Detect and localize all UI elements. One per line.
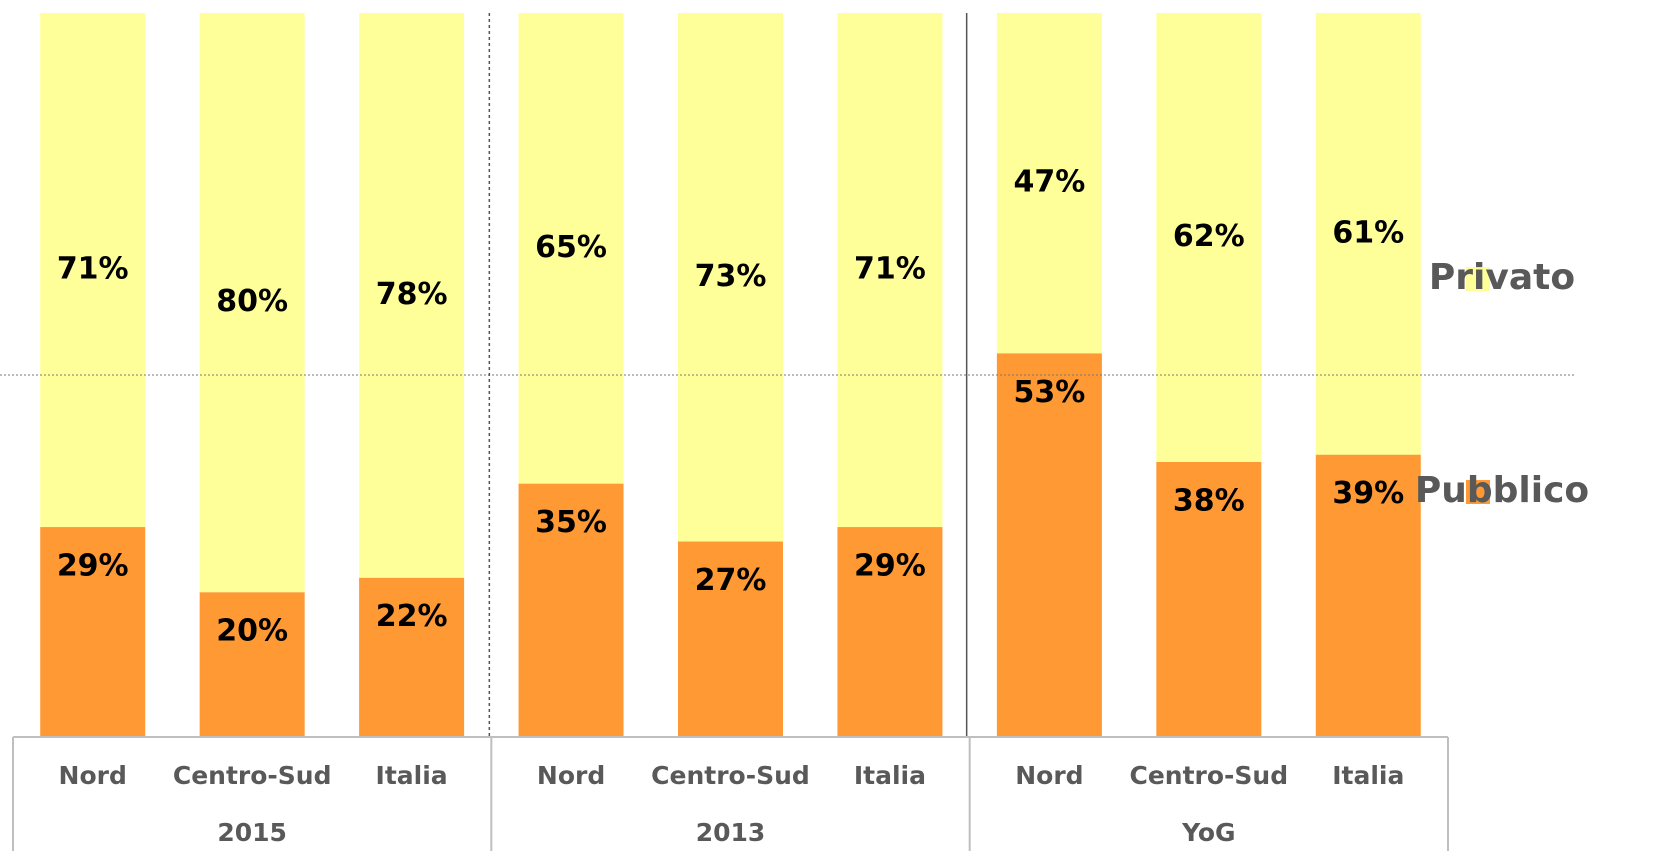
data-label: 71% — [57, 252, 129, 287]
data-label: 62% — [1173, 219, 1245, 254]
x-tick-label: Italia — [854, 761, 926, 790]
bar-segment — [837, 13, 943, 528]
data-label: 22% — [376, 599, 448, 634]
data-label: 71% — [854, 252, 926, 287]
bar-segment — [40, 13, 146, 528]
x-tick-label: Italia — [376, 761, 448, 790]
bar-segment — [40, 527, 146, 737]
x-tick-label: Centro-Sud — [1130, 761, 1289, 790]
data-label: 35% — [535, 505, 607, 540]
data-label: 65% — [535, 230, 607, 265]
bar-segment — [996, 353, 1102, 737]
bar-segment — [199, 13, 305, 593]
bar-segment — [518, 483, 624, 737]
bar-segment — [678, 13, 783, 542]
data-label: 39% — [1332, 476, 1404, 511]
bar-segment — [1315, 13, 1421, 455]
group-label: YoG — [1181, 818, 1236, 847]
group-label: 2015 — [217, 818, 287, 847]
x-tick-label: Nord — [1015, 761, 1083, 790]
data-label: 80% — [216, 284, 288, 319]
x-tick-label: Nord — [537, 761, 605, 790]
data-label: 47% — [1013, 165, 1085, 200]
x-tick-label: Centro-Sud — [173, 761, 332, 790]
data-label: 29% — [854, 549, 926, 584]
group-label: 2013 — [696, 818, 766, 847]
legend-label: Pubblico — [1415, 470, 1589, 511]
legend-swatch — [1466, 480, 1490, 504]
data-label: 53% — [1013, 375, 1085, 410]
bar-segment — [678, 541, 783, 737]
x-tick-label: Centro-Sud — [651, 761, 810, 790]
bar-segment — [518, 13, 624, 484]
data-label: 29% — [57, 549, 129, 584]
data-label: 27% — [695, 563, 767, 598]
bar-segment — [1156, 461, 1262, 737]
x-tick-label: Italia — [1332, 761, 1404, 790]
data-label: 61% — [1332, 215, 1404, 250]
x-tick-label: Nord — [59, 761, 127, 790]
data-label: 73% — [695, 259, 767, 294]
legend-label: Privato — [1429, 257, 1575, 298]
legend-swatch — [1466, 267, 1490, 291]
bar-segment — [359, 13, 465, 578]
data-label: 38% — [1173, 483, 1245, 518]
bar-segment — [996, 13, 1102, 354]
data-label: 78% — [376, 277, 448, 312]
data-label: 20% — [216, 614, 288, 649]
bar-segment — [359, 577, 465, 737]
bar-segment — [837, 527, 943, 737]
bar-segment — [1315, 454, 1421, 737]
bar-segment — [199, 592, 305, 737]
bar-segment — [1156, 13, 1262, 462]
